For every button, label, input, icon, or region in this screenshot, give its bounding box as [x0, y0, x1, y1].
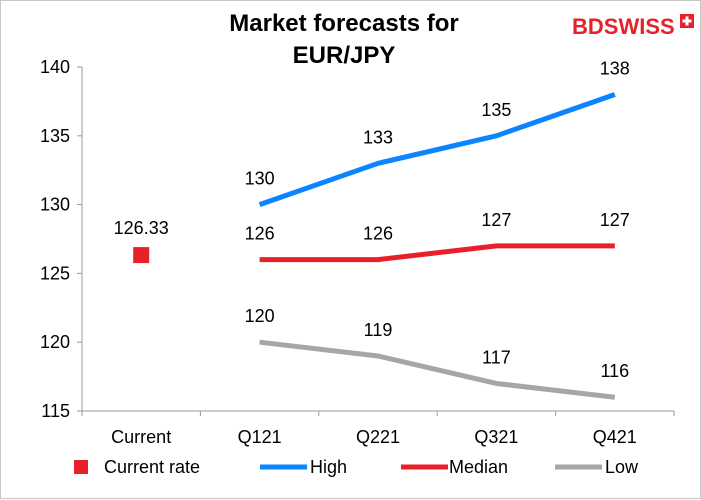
high-data-label: 130	[245, 169, 275, 189]
y-axis-ticks: 115 120 125 130 135 140	[40, 57, 82, 421]
data-labels: 126.33 130 133 135 138 126 126 127 127 120 119 117 1…	[114, 59, 630, 382]
legend-median-label: Median	[449, 457, 508, 477]
chart-title-line-2: EUR/JPY	[293, 42, 396, 69]
swiss-flag-icon	[680, 14, 694, 28]
high-series-line	[258, 92, 616, 207]
x-tick-label: Q321	[474, 427, 518, 447]
y-tick-label: 140	[40, 57, 70, 77]
high-data-label: 133	[363, 127, 393, 147]
median-data-label: 126	[363, 224, 393, 244]
low-data-label: 117	[482, 347, 511, 367]
x-tick-label: Q221	[356, 427, 400, 447]
logo-text: BDSWISS	[572, 14, 675, 39]
legend: Current rate High Median Low	[74, 457, 639, 477]
x-tick-label: Current	[111, 427, 171, 447]
legend-high-label: High	[310, 457, 347, 477]
low-series-line	[259, 339, 616, 400]
x-tick-label: Q121	[238, 427, 282, 447]
legend-current-rate-swatch	[74, 460, 88, 474]
logo-part-bd: BD	[572, 14, 604, 39]
x-tick-label: Q421	[593, 427, 637, 447]
low-data-label: 116	[600, 361, 629, 381]
high-data-label: 138	[600, 59, 630, 79]
median-data-label: 126	[245, 224, 275, 244]
current-rate-data-label: 126.33	[114, 218, 169, 238]
median-series-line	[259, 243, 615, 263]
x-axis-ticks: Current Q121 Q221 Q321 Q421	[81, 411, 675, 447]
chart-title: Market forecasts for EUR/JPY	[229, 10, 458, 69]
y-tick-label: 120	[40, 332, 70, 352]
current-rate-marker	[133, 247, 150, 264]
y-tick-label: 125	[40, 263, 70, 283]
y-tick-label: 130	[40, 195, 70, 215]
low-data-label: 120	[245, 306, 275, 326]
legend-low-label: Low	[605, 457, 639, 477]
series-group	[133, 92, 616, 400]
axes	[81, 67, 674, 412]
median-data-label: 127	[600, 210, 630, 230]
y-tick-label: 135	[40, 126, 70, 146]
low-data-label: 119	[364, 320, 393, 340]
high-data-label: 135	[481, 100, 511, 120]
median-data-label: 127	[481, 210, 511, 230]
logo-part-swiss: SWISS	[604, 14, 675, 39]
chart-title-line-1: Market forecasts for	[229, 10, 458, 37]
legend-current-rate-label: Current rate	[104, 457, 200, 477]
y-tick-label: 115	[41, 401, 70, 421]
bdswiss-logo: BDSWISS	[572, 14, 694, 39]
